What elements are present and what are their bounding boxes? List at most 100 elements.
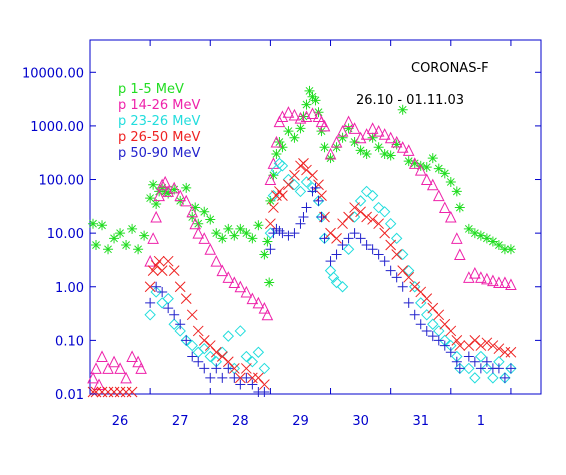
- data-point: [445, 325, 457, 337]
- data-point: [421, 309, 433, 321]
- data-point: [403, 297, 414, 308]
- data-point: [409, 158, 420, 169]
- data-point: [463, 351, 474, 362]
- data-point: [379, 227, 391, 239]
- data-point: [360, 185, 373, 198]
- data-point: [454, 202, 465, 213]
- series-1: [87, 106, 517, 391]
- data-point: [102, 362, 114, 374]
- data-point: [252, 296, 265, 309]
- data-point: [192, 227, 205, 239]
- data-point: [139, 230, 150, 241]
- data-point: [186, 309, 198, 321]
- data-point: [475, 340, 487, 351]
- data-point: [454, 340, 466, 351]
- data-point: [415, 297, 427, 309]
- y-tick-label: 0.01: [55, 388, 84, 403]
- data-point: [331, 232, 342, 244]
- data-point: [199, 363, 210, 374]
- data-point: [409, 281, 421, 293]
- data-point: [454, 363, 465, 374]
- data-point: [316, 212, 327, 222]
- data-point: [397, 281, 408, 292]
- data-point: [409, 309, 420, 320]
- data-point: [144, 309, 156, 321]
- data-point: [144, 281, 156, 293]
- data-point: [336, 281, 349, 293]
- data-point: [481, 337, 493, 349]
- data-point: [258, 362, 271, 375]
- data-point: [367, 132, 378, 143]
- data-point: [241, 228, 252, 239]
- data-point: [306, 107, 319, 120]
- data-point: [126, 350, 138, 363]
- data-point: [372, 124, 385, 137]
- data-point: [211, 228, 222, 239]
- data-point: [235, 223, 246, 234]
- data-point: [261, 308, 274, 321]
- data-point: [343, 233, 354, 244]
- data-point: [355, 233, 366, 244]
- data-point: [487, 236, 498, 247]
- data-point: [151, 198, 162, 209]
- data-point: [264, 173, 277, 186]
- data-point: [282, 173, 295, 186]
- data-point: [427, 153, 438, 164]
- data-point: [325, 227, 336, 239]
- data-point: [228, 363, 240, 374]
- data-point: [163, 188, 174, 199]
- legend-entry: p 1-5 MeV: [118, 82, 184, 97]
- data-point: [348, 122, 361, 134]
- data-point: [90, 362, 102, 374]
- data-point: [475, 230, 486, 241]
- data-point: [114, 386, 126, 398]
- data-point: [300, 176, 313, 188]
- data-point: [355, 145, 366, 156]
- data-point: [211, 363, 222, 374]
- data-point: [391, 139, 402, 150]
- data-point: [189, 217, 202, 230]
- data-point: [451, 335, 463, 346]
- data-point: [403, 271, 415, 283]
- data-point: [289, 228, 300, 239]
- data-point: [499, 244, 510, 255]
- data-point: [445, 176, 456, 187]
- data-point: [445, 347, 456, 358]
- data-point: [481, 272, 493, 285]
- data-point: [454, 248, 466, 260]
- data-point: [325, 256, 336, 267]
- data-point: [175, 319, 186, 330]
- data-point: [145, 193, 156, 204]
- data-point: [295, 123, 306, 134]
- data-point: [289, 132, 300, 143]
- data-point: [294, 185, 307, 198]
- data-point: [262, 236, 273, 247]
- data-point: [271, 148, 282, 159]
- data-point: [268, 202, 279, 213]
- data-point: [367, 214, 378, 225]
- data-point: [169, 309, 180, 320]
- data-point: [93, 378, 105, 391]
- data-point: [421, 325, 432, 336]
- data-point: [229, 372, 240, 383]
- data-point: [402, 144, 415, 156]
- data-point: [258, 301, 271, 314]
- data-point: [298, 158, 309, 169]
- data-point: [337, 132, 348, 143]
- data-point: [186, 205, 199, 218]
- data-point: [252, 346, 265, 358]
- data-point: [493, 343, 505, 355]
- data-point: [343, 123, 354, 134]
- data-point: [384, 131, 397, 144]
- data-point: [222, 271, 235, 283]
- data-point: [210, 346, 222, 358]
- data-point: [277, 142, 288, 153]
- data-point: [145, 297, 156, 308]
- data-point: [268, 170, 279, 181]
- x-tick-label: 28: [232, 414, 249, 429]
- data-point: [276, 160, 289, 172]
- data-point: [156, 297, 168, 309]
- data-point: [385, 265, 396, 276]
- data-point: [259, 379, 270, 390]
